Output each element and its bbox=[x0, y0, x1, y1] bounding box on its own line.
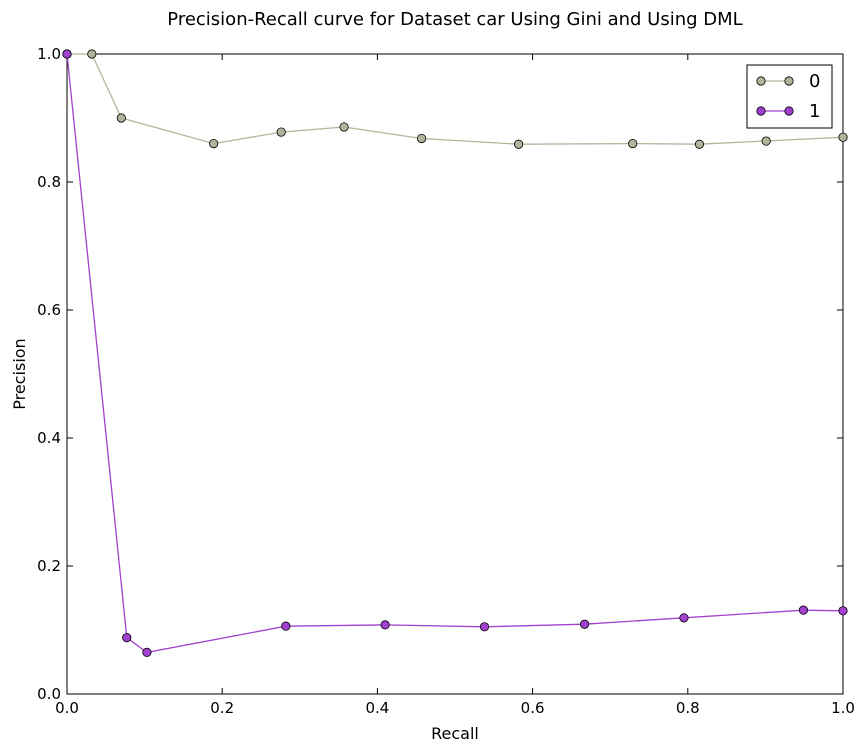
series-0-line bbox=[67, 53, 844, 145]
y-tick-label: 0.4 bbox=[37, 429, 61, 447]
y-tick-label: 0.0 bbox=[37, 685, 61, 703]
plot-frame bbox=[66, 53, 844, 695]
y-tick-label: 0.8 bbox=[37, 173, 61, 191]
series-0-point bbox=[514, 139, 524, 149]
legend-marker-0 bbox=[784, 76, 794, 86]
series-1-point bbox=[62, 49, 72, 59]
series-1-point bbox=[380, 620, 390, 630]
x-tick-label: 0.6 bbox=[521, 699, 545, 717]
chart-title: Precision-Recall curve for Dataset car U… bbox=[167, 9, 742, 30]
x-tick-label: 0.8 bbox=[676, 699, 700, 717]
series-1-point bbox=[142, 647, 152, 658]
series-0-point bbox=[116, 113, 126, 123]
legend-label-0: 0 bbox=[809, 71, 820, 92]
series-1-point bbox=[838, 606, 848, 616]
series-1-point bbox=[679, 613, 689, 623]
y-tick-label: 1.0 bbox=[37, 45, 61, 63]
x-tick-label: 0.4 bbox=[365, 699, 389, 717]
plot-area: 0.0 0.2 0.4 0.6 0.8 1.0 0.0 0.2 0.4 0.6 0.8 1.0 0 1 bbox=[37, 45, 855, 717]
legend-box bbox=[746, 64, 833, 129]
legend-marker-1 bbox=[784, 106, 794, 116]
x-tick-label: 1.0 bbox=[831, 699, 855, 717]
series-0-point bbox=[339, 122, 349, 132]
x-axis-label: Recall bbox=[431, 724, 479, 743]
series-0-point bbox=[417, 133, 427, 144]
series-0-point bbox=[87, 49, 97, 59]
y-tick-label: 0.2 bbox=[37, 557, 61, 575]
legend-marker-0 bbox=[756, 76, 766, 86]
series-0-point bbox=[628, 139, 638, 149]
series-1-point bbox=[579, 619, 590, 629]
series-0-point bbox=[276, 127, 286, 137]
series-1-point bbox=[281, 621, 291, 631]
series-1-point bbox=[479, 622, 490, 632]
series-1-point bbox=[122, 633, 132, 643]
y-tick-label: 0.6 bbox=[37, 301, 61, 319]
y-axis-label: Precision bbox=[10, 338, 29, 409]
series-1-line bbox=[66, 53, 844, 654]
x-tick-label: 0.2 bbox=[210, 699, 234, 717]
series-0-point bbox=[694, 139, 705, 149]
legend-label-1: 1 bbox=[809, 101, 820, 122]
x-tick-label: 0.0 bbox=[55, 699, 79, 717]
series-0-point bbox=[838, 132, 848, 142]
legend-marker-1 bbox=[756, 106, 766, 116]
series-0-point bbox=[761, 136, 771, 146]
series-1-point bbox=[798, 605, 809, 615]
series-0-point bbox=[209, 139, 219, 149]
